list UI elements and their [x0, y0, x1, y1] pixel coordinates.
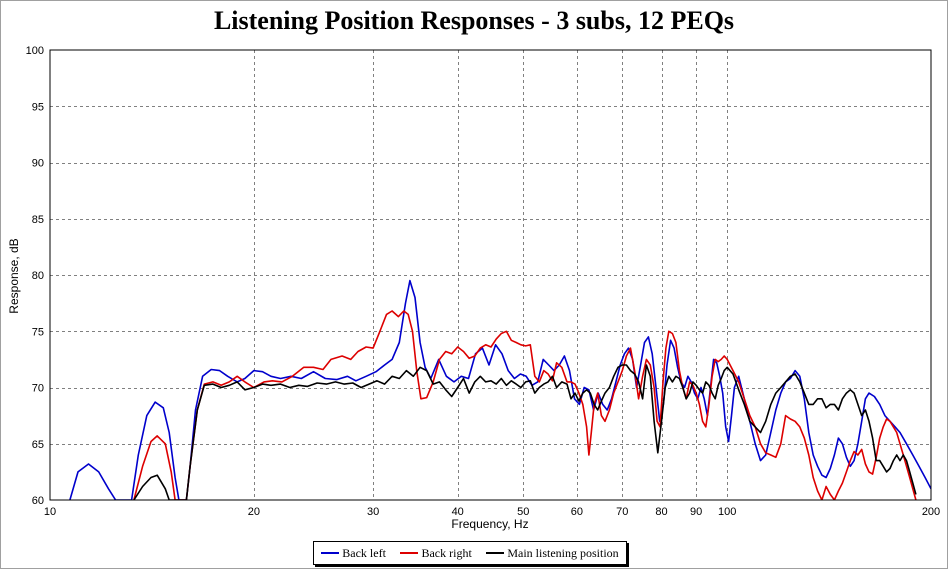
y-tick-label: 95 [32, 101, 44, 113]
x-tick-label: 30 [367, 506, 379, 518]
x-tick-label: 90 [690, 506, 702, 518]
x-axis-label: Frequency, Hz [451, 517, 529, 531]
legend-label: Back right [421, 545, 472, 560]
x-tick-label: 40 [452, 506, 464, 518]
x-tick-label: 50 [517, 506, 529, 518]
series-line-main-listening-position [133, 364, 917, 500]
legend-item-main-listening-position: Main listening position [486, 545, 619, 561]
legend-label: Back left [342, 545, 386, 560]
x-tick-label: 70 [616, 506, 628, 518]
chart-title: Listening Position Responses - 3 subs, 1… [213, 6, 735, 35]
series-lines [69, 279, 931, 500]
legend: Back left Back right Main listening positi… [313, 541, 627, 565]
legend-swatch [321, 552, 340, 554]
y-tick-label: 65 [32, 439, 44, 451]
legend-item-back-left: Back left [321, 546, 386, 561]
x-tick-label: 60 [571, 506, 583, 518]
x-tick-label: 80 [655, 506, 667, 518]
y-tick-label: 60 [32, 495, 44, 507]
y-tick-label: 100 [26, 45, 44, 57]
tick-labels: 10 20 30 40 50 60 70 80 90 100 200 60 65 70 75 80 85 90 95… [26, 45, 941, 518]
x-tick-label: 200 [922, 506, 940, 518]
grid-lines [50, 50, 931, 500]
x-tick-label: 20 [248, 506, 260, 518]
y-tick-label: 80 [32, 270, 44, 282]
series-line-back-left [69, 279, 931, 500]
series-line-back-right [133, 310, 917, 500]
y-tick-label: 75 [32, 326, 44, 338]
y-axis-label: Response, dB [7, 238, 21, 314]
x-tick-label: 10 [44, 506, 56, 518]
legend-label: Main listening position [507, 545, 619, 560]
y-tick-label: 85 [32, 214, 44, 226]
plot-border [49, 49, 932, 501]
legend-swatch [400, 552, 419, 554]
legend-item-back-right: Back right [400, 545, 472, 561]
y-tick-label: 90 [32, 158, 44, 170]
y-tick-label: 70 [32, 383, 44, 395]
legend-swatch [486, 552, 505, 554]
x-tick-label: 100 [718, 506, 736, 518]
